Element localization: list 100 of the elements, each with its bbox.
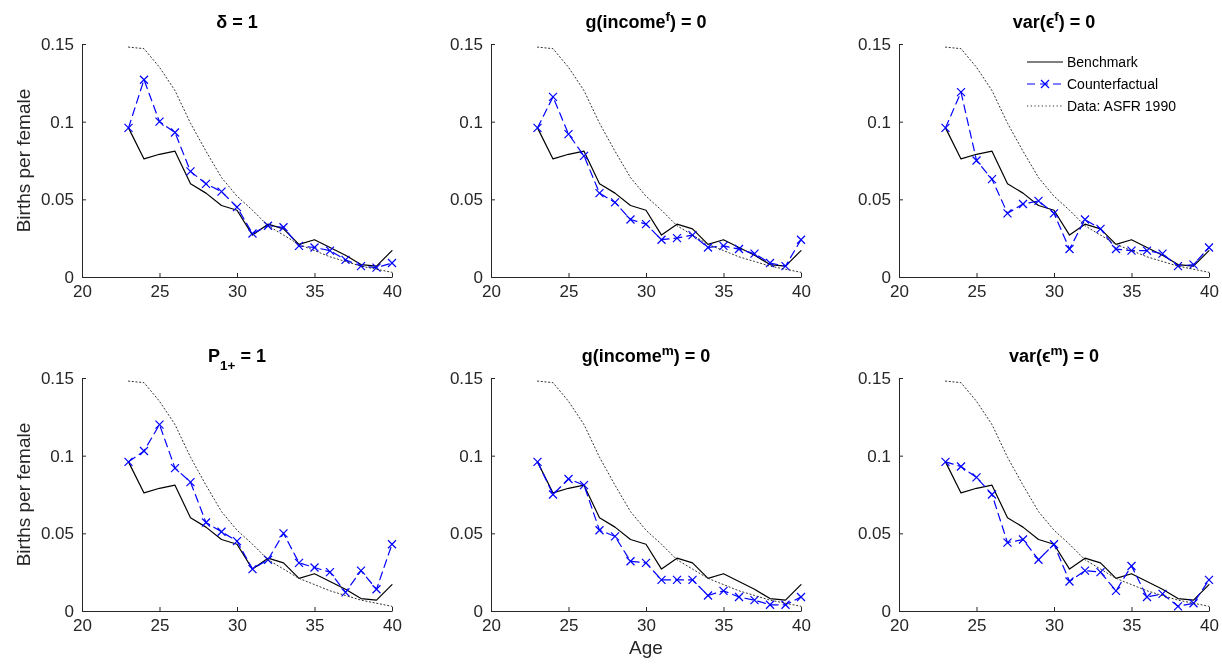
point — [780, 600, 790, 610]
point — [387, 258, 397, 268]
point — [656, 235, 666, 245]
line-series — [128, 380, 393, 607]
x-tick-label: 40 — [383, 282, 402, 302]
point — [1002, 538, 1013, 548]
x-tick-label: 25 — [559, 616, 578, 636]
point — [1033, 555, 1044, 565]
line-series — [127, 127, 393, 267]
y-tick-label: 0.05 — [40, 190, 74, 210]
line-series — [945, 46, 1210, 273]
point — [1142, 245, 1152, 256]
x-tick-label: 30 — [636, 282, 656, 302]
point — [309, 562, 320, 573]
point — [795, 235, 806, 245]
point — [764, 258, 775, 268]
point — [940, 457, 951, 467]
y-tick-label: 0.15 — [857, 368, 891, 388]
point — [139, 75, 149, 85]
point — [371, 263, 382, 273]
point — [687, 230, 697, 240]
point — [987, 174, 997, 184]
y-tick-label: 0.15 — [449, 34, 483, 54]
point — [201, 179, 211, 189]
point — [749, 249, 759, 259]
y-tick-label: 0.05 — [40, 524, 74, 544]
point — [956, 461, 966, 472]
point — [216, 186, 227, 197]
point — [671, 575, 682, 585]
point — [625, 214, 635, 225]
y-tick-label: 0.1 — [458, 446, 483, 466]
y-tick-label: 0 — [881, 267, 891, 287]
point — [371, 584, 382, 594]
point — [1173, 261, 1183, 271]
x-tick-label: 35 — [714, 616, 733, 636]
point — [356, 566, 366, 576]
point — [1157, 589, 1168, 599]
x-tick-label: 20 — [73, 616, 92, 636]
chart-title: var(ϵ$^{f}$) = 0 — [1012, 8, 1096, 32]
point — [780, 261, 790, 271]
y-axis-title: Births per female — [13, 88, 34, 233]
point — [1157, 249, 1168, 259]
chart-title: g(income$^{f}$) = 0 — [584, 8, 707, 32]
point — [956, 87, 966, 97]
point — [1002, 208, 1013, 218]
x-tick-label: 40 — [791, 616, 811, 636]
line-series — [945, 380, 1210, 607]
point — [733, 244, 744, 254]
point — [594, 525, 604, 535]
x-tick-label: 20 — [890, 616, 909, 636]
point — [185, 477, 196, 487]
point — [154, 117, 165, 127]
point — [325, 245, 335, 256]
point — [356, 261, 366, 271]
point — [656, 575, 666, 585]
point — [263, 555, 273, 565]
point — [1080, 214, 1090, 225]
point — [1142, 592, 1152, 602]
point — [1080, 566, 1090, 576]
x-tick-label: 25 — [967, 616, 987, 636]
point — [1204, 242, 1214, 253]
point — [1126, 245, 1137, 256]
x-tick-label: 20 — [890, 282, 909, 302]
point — [1173, 601, 1183, 611]
point — [547, 92, 558, 102]
y-tick-label: 0 — [64, 267, 74, 287]
point — [671, 233, 682, 243]
point — [340, 587, 351, 597]
x-tick-label: 30 — [1045, 282, 1064, 302]
point — [201, 517, 211, 528]
y-tick-label: 0.15 — [857, 34, 891, 54]
x-tick-label: 30 — [1045, 616, 1064, 636]
point — [1188, 259, 1199, 270]
point — [764, 600, 775, 610]
point — [309, 242, 320, 253]
point — [294, 241, 304, 251]
x-tick-label: 25 — [967, 282, 987, 302]
point — [387, 539, 397, 549]
point — [294, 558, 304, 568]
point — [532, 123, 542, 133]
point — [971, 472, 982, 483]
x-tick-label: 35 — [305, 282, 325, 302]
x-tick-label: 25 — [150, 282, 170, 302]
y-axis-title: Births per female — [13, 422, 34, 567]
point — [1126, 561, 1137, 571]
point — [1111, 244, 1121, 254]
point — [263, 221, 273, 231]
y-tick-label: 0.15 — [449, 368, 483, 388]
y-tick-label: 0 — [64, 601, 74, 621]
y-tick-label: 0.05 — [449, 524, 483, 544]
y-tick-label: 0.1 — [50, 446, 74, 466]
point — [1204, 575, 1214, 585]
line-series — [536, 380, 801, 607]
point — [1033, 196, 1044, 206]
point — [185, 166, 196, 176]
point — [1049, 208, 1059, 218]
x-tick-label: 35 — [1122, 616, 1142, 636]
y-tick-label: 0.05 — [857, 190, 891, 210]
x-tick-label: 35 — [1122, 282, 1142, 302]
x-tick-label: 40 — [1200, 282, 1219, 302]
